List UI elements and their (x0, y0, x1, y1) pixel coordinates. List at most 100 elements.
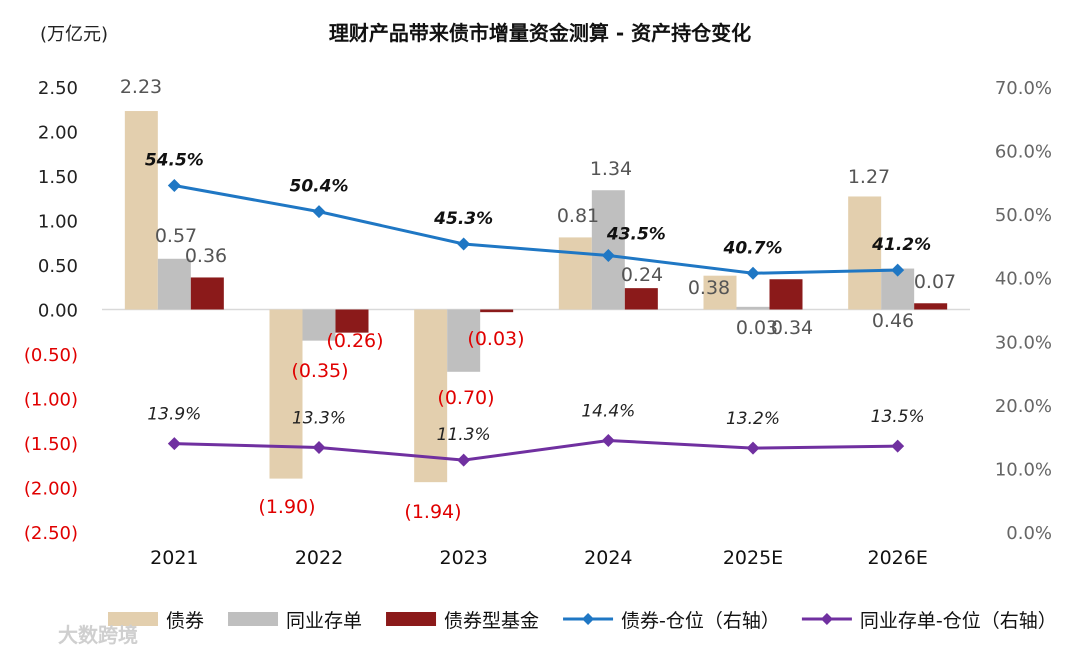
bar-value-label: 2.23 (120, 76, 162, 98)
bar-value-label: 0.07 (914, 271, 956, 293)
legend-swatch (228, 612, 279, 626)
bar-value-label: (0.03) (467, 328, 524, 350)
lines (167, 179, 905, 467)
bar-value-label: 0.03 (736, 317, 778, 339)
unit-label: (万亿元) (40, 24, 108, 45)
line-value-label: 11.3% (437, 425, 491, 445)
left-tick-label: 0.00 (38, 301, 78, 322)
line-point (457, 237, 471, 251)
line-value-label: 13.5% (871, 407, 925, 427)
watermark-text: 大数跨境 (58, 623, 138, 647)
left-tick-label: (0.50) (24, 345, 78, 366)
right-tick-label: 70.0% (995, 78, 1052, 99)
left-tick-label: 2.50 (38, 78, 78, 99)
right-tick-label: 0.0% (1006, 523, 1052, 544)
watermark: 大数跨境 (58, 623, 138, 647)
bar-value-label: 0.36 (185, 245, 227, 267)
bar-value-label: (1.90) (258, 496, 315, 518)
left-tick-label: 0.50 (38, 256, 78, 277)
bar-value-label: 0.38 (688, 277, 730, 299)
legend-label: 债券 (166, 610, 204, 632)
line-value-label: 14.4% (581, 401, 635, 421)
line-value-label: 43.5% (606, 224, 666, 244)
legend-label: 债券-仓位（右轴） (621, 610, 780, 632)
line-value-label: 54.5% (145, 151, 204, 171)
left-tick-label: 2.00 (38, 123, 78, 144)
line-point (891, 263, 905, 277)
bar-债券型基金 (190, 277, 224, 310)
legend-swatch (386, 612, 437, 626)
bar-债券 (558, 237, 592, 310)
bar-债券型基金 (769, 279, 803, 310)
line-point (746, 266, 760, 280)
right-tick-label: 40.0% (995, 269, 1052, 290)
line-point (457, 453, 471, 467)
bar-value-label: 0.24 (621, 264, 663, 286)
bar-value-label: (1.94) (404, 501, 461, 523)
legend-label: 同业存单-仓位（右轴） (860, 610, 1057, 632)
left-tick-label: 1.50 (38, 167, 78, 188)
line-value-label: 13.2% (726, 409, 780, 429)
line-point (746, 441, 760, 455)
line-point (167, 179, 181, 193)
line-value-label: 13.9% (147, 405, 201, 425)
x-tick-label: 2026E (867, 547, 927, 569)
x-tick-label: 2022 (295, 547, 343, 569)
left-tick-label: (2.00) (24, 479, 78, 500)
line-point (312, 440, 326, 454)
legend-marker (820, 613, 833, 625)
bar-value-label: (0.26) (326, 330, 383, 352)
line-value-label: 40.7% (723, 238, 783, 258)
line-value-label: 13.3% (292, 408, 346, 428)
axes: 2.50 2.00 1.50 1.00 0.50 0.00 (0.50) (1.00) (1.5… (24, 78, 1052, 569)
bar-债券型基金 (914, 303, 948, 310)
left-tick-label: (2.50) (24, 523, 78, 544)
line-point (601, 433, 615, 447)
legend: 债券 同业存单 债券型基金 债券-仓位（右轴） 同业存单-仓位（右轴） (108, 610, 1057, 632)
bar-value-label: 0.81 (557, 205, 599, 227)
line-value-label: 41.2% (871, 235, 931, 255)
legend-swatch (108, 612, 158, 626)
x-tick-label: 2023 (439, 547, 487, 569)
bar-债券型基金 (480, 309, 514, 313)
bar-value-label: 0.34 (771, 317, 813, 339)
bar-value-label: (0.70) (437, 387, 494, 409)
x-tick-label: 2024 (584, 547, 632, 569)
bar-债券 (269, 309, 303, 479)
bar-债券型基金 (624, 288, 658, 310)
line-point (312, 205, 326, 219)
right-tick-label: 50.0% (995, 205, 1052, 226)
bar-债券 (703, 275, 737, 310)
line-value-label: 45.3% (433, 209, 493, 229)
right-tick-label: 30.0% (995, 332, 1052, 353)
bar-同业存单 (447, 309, 481, 372)
bar-债券 (848, 196, 882, 310)
right-tick-label: 60.0% (995, 142, 1052, 163)
bar-同业存单 (302, 309, 336, 341)
right-tick-label: 10.0% (995, 459, 1052, 480)
line-point (891, 439, 905, 453)
bar-同业存单 (736, 306, 770, 310)
legend-label: 同业存单 (286, 610, 362, 632)
bar-value-label: (0.35) (291, 360, 348, 382)
right-tick-label: 20.0% (995, 396, 1052, 417)
line-同业存单-仓位（右轴） (174, 438, 898, 462)
chart-title: 理财产品带来债市增量资金测算 - 资产持仓变化 (329, 21, 751, 45)
bar-value-label: 0.46 (872, 310, 914, 332)
line-point (601, 248, 615, 262)
line-value-label: 50.4% (290, 177, 349, 197)
bar-value-label: 0.57 (155, 225, 197, 247)
data-labels: 2.23 (1.90) (1.94) 0.81 0.38 1.27 0.57 (0.35) (0… (120, 76, 956, 523)
bar-同业存单 (157, 258, 191, 310)
left-tick-label: 1.00 (38, 212, 78, 233)
left-tick-label: (1.50) (24, 434, 78, 455)
bar-债券 (124, 111, 158, 310)
bar-债券型基金 (335, 309, 369, 333)
x-tick-label: 2021 (150, 547, 198, 569)
left-tick-label: (1.00) (24, 390, 78, 411)
legend-label: 债券型基金 (444, 610, 539, 632)
bar-value-label: 1.27 (848, 166, 890, 188)
bars (124, 111, 948, 483)
line-债券-仓位（右轴） (174, 184, 898, 275)
